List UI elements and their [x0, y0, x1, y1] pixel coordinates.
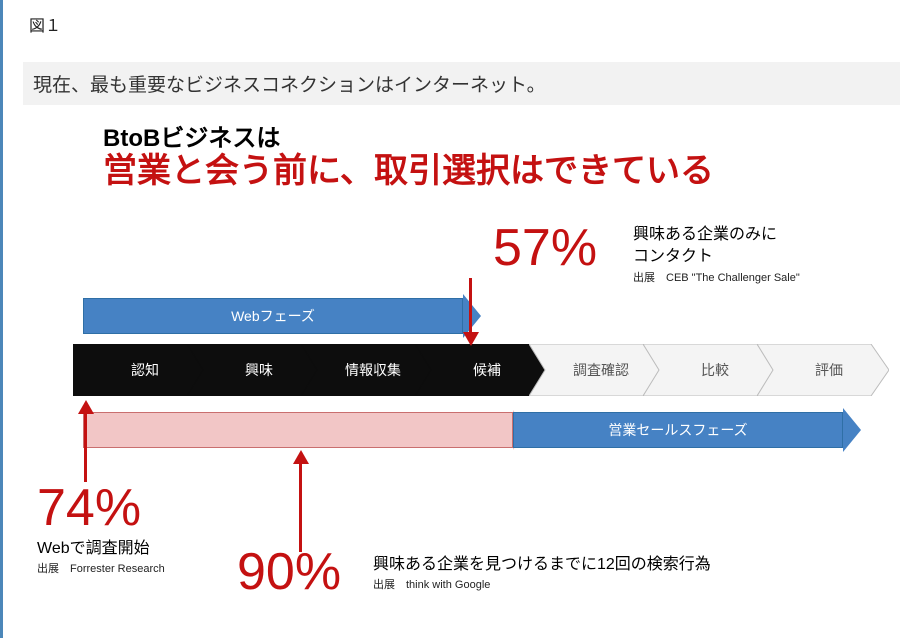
web-phase-label: Webフェーズ — [231, 306, 315, 326]
chevron-step: 認知 — [73, 344, 205, 396]
chevron-step: 調査確認 — [529, 344, 661, 396]
callout-57-pointer-line — [469, 278, 472, 334]
chevron-step: 情報収集 — [301, 344, 433, 396]
callout-90-text: 興味ある企業を見つけるまでに12回の検索行為 出展 think with Goo… — [373, 554, 893, 592]
chevron-row: 認知興味情報収集候補調査確認比較評価 — [73, 344, 878, 396]
chevron-label: 調査確認 — [529, 344, 661, 396]
callout-74-line1: Webで調査開始 — [37, 538, 165, 560]
chevron-label: 候補 — [415, 344, 547, 396]
chevron-step: 候補 — [415, 344, 547, 396]
callout-90-percent: 90% — [237, 542, 341, 602]
callout-57-pointer-arrowhead-icon — [463, 332, 479, 346]
chevron-label: 情報収集 — [301, 344, 433, 396]
callout-74-text: Webで調査開始 出展 Forrester Research — [37, 538, 165, 576]
chevron-step: 興味 — [187, 344, 319, 396]
chevron-label: 評価 — [757, 344, 889, 396]
callout-57-source: 出展 CEB "The Challenger Sale" — [633, 271, 893, 286]
research-bar — [83, 412, 513, 448]
chevron-label: 認知 — [73, 344, 205, 396]
callout-90-pointer-arrowhead-icon — [293, 450, 309, 464]
title-small: BtoBビジネスは — [103, 118, 714, 153]
web-phase-bar: Webフェーズ — [83, 298, 463, 334]
sub-header: 現在、最も重要なビジネスコネクションはインターネット。 — [23, 62, 900, 105]
callout-74-pointer-arrowhead-icon — [78, 400, 94, 414]
callout-90-source: 出展 think with Google — [373, 578, 893, 593]
callout-74-percent: 74% — [37, 478, 141, 538]
figure-label: 図１ — [29, 12, 61, 36]
callout-57-line1: 興味ある企業のみに — [633, 224, 893, 246]
sales-phase-label: 営業セールスフェーズ — [608, 420, 747, 440]
chevron-label: 比較 — [643, 344, 775, 396]
callout-57-line2: コンタクト — [633, 246, 893, 268]
callout-74-source: 出展 Forrester Research — [37, 562, 165, 577]
chevron-step: 比較 — [643, 344, 775, 396]
title-big: 営業と会う前に、取引選択はできている — [103, 153, 714, 190]
chevron-label: 興味 — [187, 344, 319, 396]
callout-57-text: 興味ある企業のみに コンタクト 出展 CEB "The Challenger S… — [633, 224, 893, 286]
callout-90-pointer-line — [299, 462, 302, 552]
sales-phase-bar: 営業セールスフェーズ — [513, 412, 843, 448]
title-block: BtoBビジネスは 営業と会う前に、取引選択はできている — [103, 118, 714, 190]
callout-90-line1: 興味ある企業を見つけるまでに12回の検索行為 — [373, 554, 893, 576]
callout-57-percent: 57% — [493, 218, 597, 278]
callout-74-pointer-line — [84, 412, 87, 482]
chevron-step: 評価 — [757, 344, 889, 396]
